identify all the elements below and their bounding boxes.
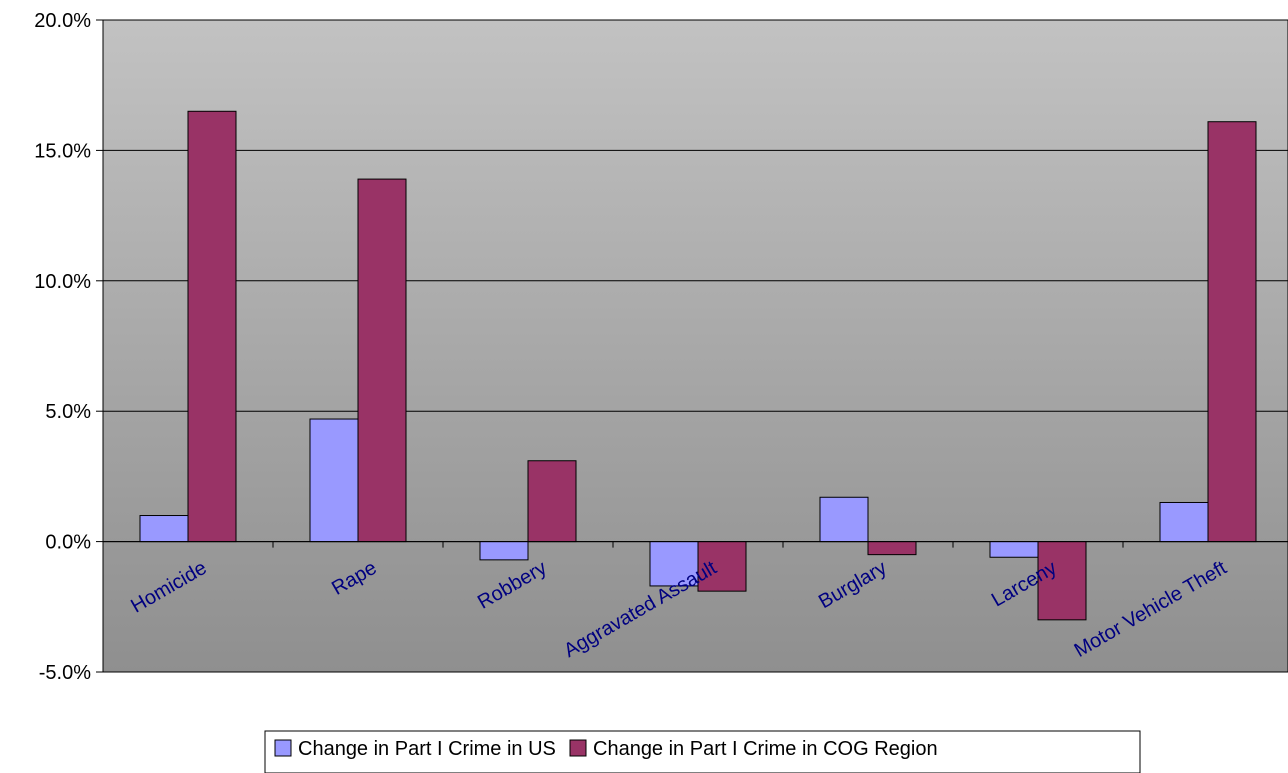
- legend-swatch-us: [274, 739, 292, 757]
- axes: [96, 19, 1288, 673]
- legend-label-us: Change in Part I Crime in US: [298, 738, 556, 760]
- bar-cog-aggravated-assault: [697, 541, 747, 592]
- bar-us-motor-vehicle-theft: [1159, 501, 1209, 543]
- legend-label-cog: Change in Part I Crime in COG Region: [593, 738, 938, 760]
- y-tick-label: -5.0%: [39, 662, 91, 684]
- y-tick-label: 20.0%: [34, 10, 91, 32]
- bar-cog-homicide: [187, 110, 237, 543]
- bar-cog-motor-vehicle-theft: [1207, 121, 1257, 543]
- y-tick-label: 15.0%: [34, 140, 91, 162]
- bars: [139, 110, 1257, 621]
- y-tick-label: 10.0%: [34, 271, 91, 293]
- bar-us-robbery: [479, 541, 529, 561]
- legend-box: [264, 730, 1141, 773]
- bar-us-homicide: [139, 515, 189, 543]
- bar-us-larceny: [989, 541, 1039, 558]
- bar-cog-robbery: [527, 460, 577, 543]
- bar-cog-rape: [357, 178, 407, 543]
- bar-us-aggravated-assault: [649, 541, 699, 587]
- bar-cog-burglary: [867, 541, 917, 556]
- y-tick-labels: 20.0% 15.0% 10.0% 5.0% 0.0% -5.0%: [34, 10, 91, 684]
- legend-swatch-cog: [569, 739, 587, 757]
- bar-us-burglary: [819, 496, 869, 543]
- y-tick-label: 0.0%: [45, 532, 91, 554]
- bar-us-rape: [309, 418, 359, 543]
- y-tick-label: 5.0%: [45, 401, 91, 423]
- bar-cog-larceny: [1037, 541, 1087, 621]
- legend: Change in Part I Crime in US Change in P…: [264, 730, 1141, 773]
